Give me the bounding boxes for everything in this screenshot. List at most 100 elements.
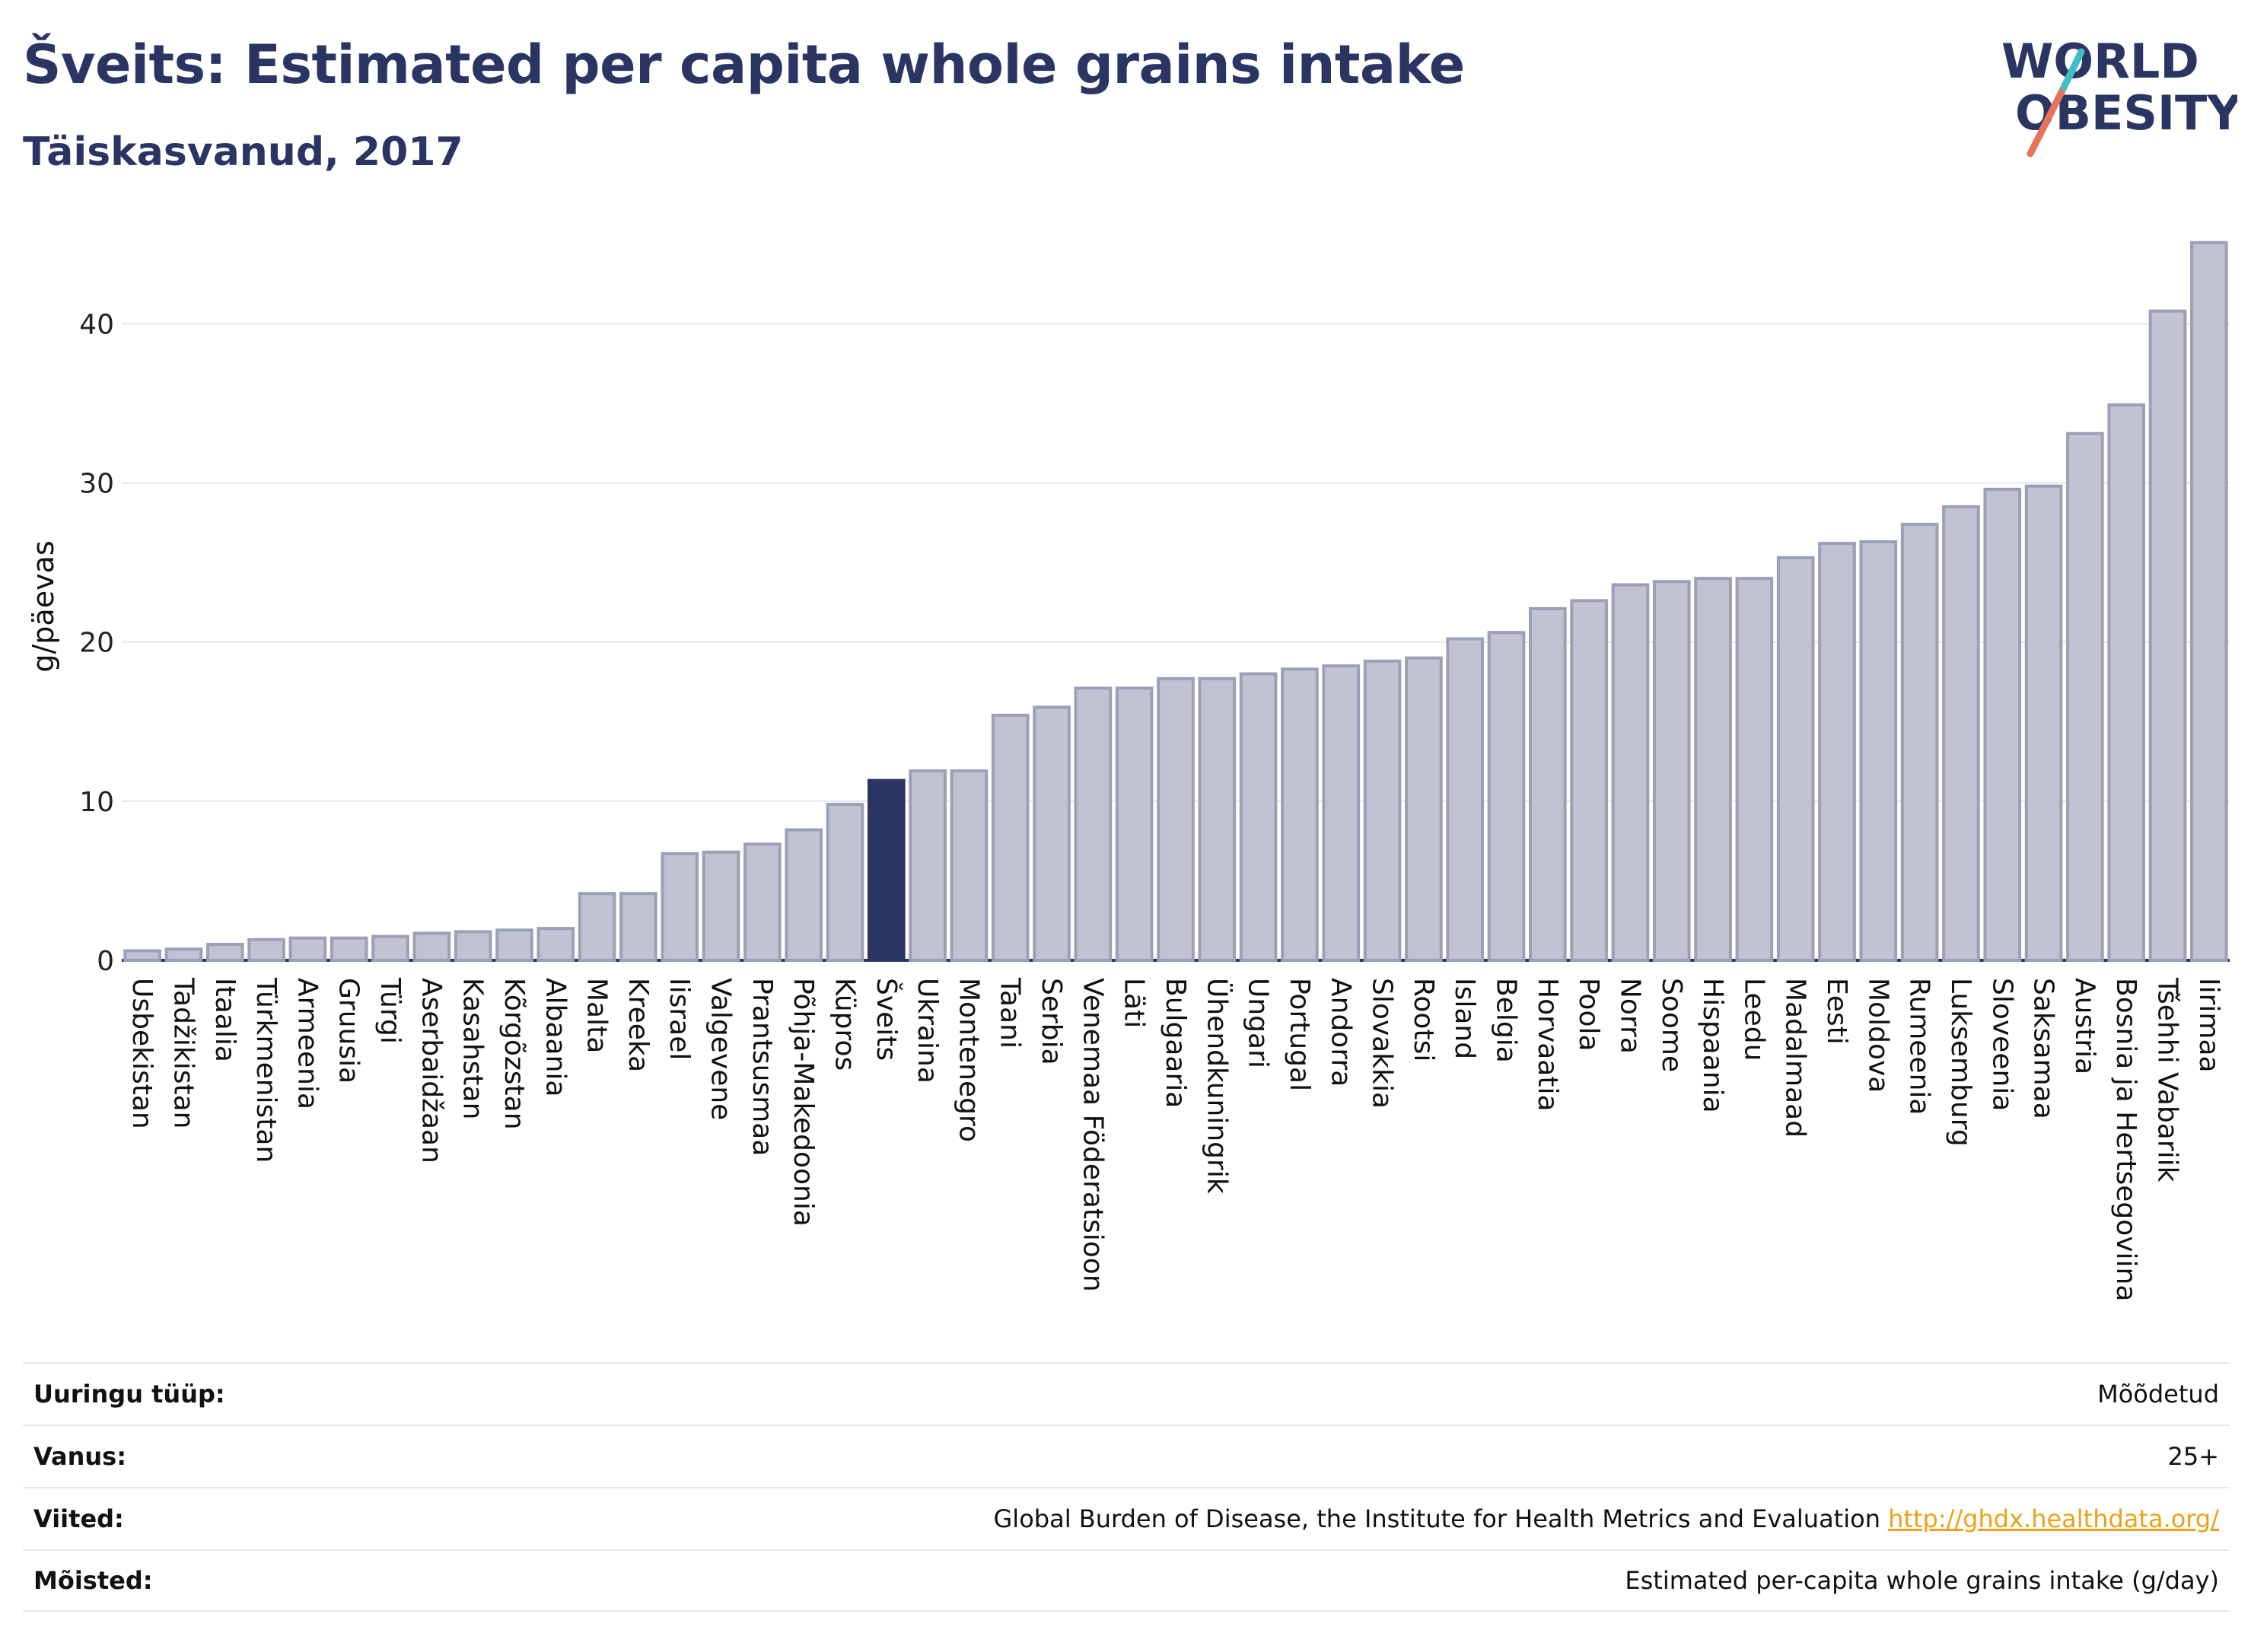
x-tick-label: Montenegro: [953, 978, 984, 1142]
bar: [1776, 555, 1815, 962]
x-tick-label: Usbekistan: [126, 978, 158, 1129]
x-tick-label: Soome: [1656, 978, 1687, 1072]
x-tick-labels: Usbekistan Tadžikistan Itaalia Türkmenistan…: [126, 977, 2224, 1301]
bar: [495, 928, 533, 963]
x-tick-label: Iisrael: [664, 978, 695, 1060]
x-tick-label: Taani: [995, 977, 1026, 1049]
bar: [2190, 240, 2228, 963]
bar: [536, 927, 575, 963]
bar: [1198, 676, 1237, 962]
bar: [1735, 577, 1774, 963]
x-tick-label: Serbia: [1036, 978, 1067, 1065]
bar: [1900, 522, 1939, 962]
page-title: Šveits: Estimated per capita whole grain…: [23, 33, 1465, 96]
bar: [288, 936, 327, 962]
x-tick-label: Iirimaa: [2193, 978, 2224, 1073]
x-tick-label: Itaalia: [209, 978, 240, 1062]
bar: [1487, 631, 1526, 962]
y-axis-label: g/päevas: [27, 540, 60, 672]
info-key: Uuringu tüüp:: [33, 1380, 225, 1408]
source-link[interactable]: http://ghdx.healthdata.org/: [1888, 1504, 2219, 1533]
x-tick-label: Andorra: [1325, 978, 1356, 1087]
bar: [1322, 664, 1361, 962]
x-tick-label: Armeenia: [291, 978, 323, 1109]
bar: [991, 713, 1030, 963]
bar: [1033, 705, 1071, 962]
bar: [1652, 580, 1691, 963]
y-tick-label: 40: [79, 309, 114, 340]
bar: [826, 803, 864, 962]
x-tick-label: Hispaania: [1697, 978, 1728, 1113]
x-tick-label: Belgia: [1491, 978, 1522, 1063]
x-tick-label: Valgevene: [705, 978, 737, 1120]
x-tick-label: Ukraina: [912, 978, 943, 1084]
bar: [412, 931, 451, 963]
bar: [619, 892, 657, 962]
bar: [950, 769, 989, 962]
bar: [164, 947, 203, 962]
x-tick-label: Aserbaidžaan: [415, 978, 447, 1163]
bar: [1157, 676, 1195, 962]
bar: [578, 892, 616, 962]
x-tick-label: Albaania: [540, 978, 571, 1097]
bar: [743, 842, 782, 963]
info-value: Mõõdetud: [2097, 1380, 2219, 1408]
x-tick-label: Sloveenia: [1986, 978, 2017, 1111]
y-tick-label: 10: [79, 787, 114, 818]
x-tick-label: Ungari: [1243, 978, 1274, 1068]
bar: [867, 778, 906, 963]
bar: [1239, 672, 1278, 963]
x-tick-label: Poola: [1573, 978, 1604, 1052]
x-tick-label: Bosnia ja Hertsegoviina: [2110, 978, 2141, 1301]
bar: [909, 769, 947, 962]
x-tick-label: Prantsusmaa: [747, 978, 778, 1156]
info-key: Mõisted:: [33, 1566, 153, 1595]
x-tick-label: Norra: [1614, 978, 1645, 1054]
bar: [1074, 686, 1113, 962]
logo-line1: WORLD: [2001, 33, 2199, 89]
y-tick-label: 0: [97, 946, 114, 977]
x-tick-label: Venemaa Föderatsioon: [1077, 978, 1108, 1292]
y-tick-label: 30: [79, 469, 114, 500]
x-tick-label: Malta: [581, 978, 613, 1053]
page-subtitle: Täiskasvanud, 2017: [23, 129, 463, 175]
x-tick-label: Saksamaa: [2028, 978, 2059, 1119]
bar: [1115, 686, 1154, 962]
x-tick-label: Ühendkuningrik: [1201, 978, 1233, 1194]
bar: [123, 949, 161, 962]
x-tick-label: Küpros: [829, 978, 860, 1071]
bar: [1570, 599, 1608, 963]
bar: [2107, 403, 2146, 962]
bar: [1942, 505, 1980, 962]
x-tick-label: Türgi: [374, 977, 406, 1044]
info-value: Estimated per-capita whole grains intake…: [1625, 1566, 2219, 1595]
bar: [454, 930, 492, 963]
bar: [330, 936, 368, 962]
x-tick-label: Põhja-Makedoonia: [788, 978, 819, 1227]
x-tick-label: Rootsi: [1408, 978, 1439, 1062]
bar: [2066, 431, 2104, 962]
info-row: Mõisted: Estimated per-capita whole grain…: [23, 1549, 2230, 1612]
bar: [2024, 484, 2063, 962]
y-tick-label: 20: [79, 628, 114, 659]
x-tick-label: Portugal: [1284, 978, 1315, 1091]
bar: [1405, 656, 1443, 962]
bar: [2148, 309, 2187, 963]
x-tick-label: Austria: [2069, 978, 2100, 1074]
bar-chart: 0 10 20 30 40 Usbekistan Tadžikistan Itaalia Tü…: [27, 240, 2230, 1301]
x-tick-label: Kreeka: [622, 978, 654, 1072]
x-tick-label: Kõrgõzstan: [498, 978, 530, 1130]
bar: [1281, 667, 1319, 963]
x-tick-label: Eesti: [1821, 978, 1852, 1045]
world-obesity-logo: WORLD OBESITY: [1986, 23, 2242, 160]
bar: [1983, 487, 2022, 962]
x-tick-label: Bulgaaria: [1160, 978, 1191, 1108]
x-tick-label: Moldova: [1862, 978, 1893, 1093]
bar: [1859, 540, 1898, 962]
x-tick-label: Leedu: [1738, 978, 1769, 1061]
x-tick-label: Island: [1449, 978, 1480, 1059]
info-table: Uuringu tüüp: Mõõdetud Vanus: 25+ Viited: Glo…: [23, 1362, 2230, 1612]
info-value: 25+: [2167, 1442, 2219, 1471]
x-tick-label: Gruusia: [333, 978, 365, 1084]
x-tick-label: Slovakkia: [1367, 978, 1398, 1109]
